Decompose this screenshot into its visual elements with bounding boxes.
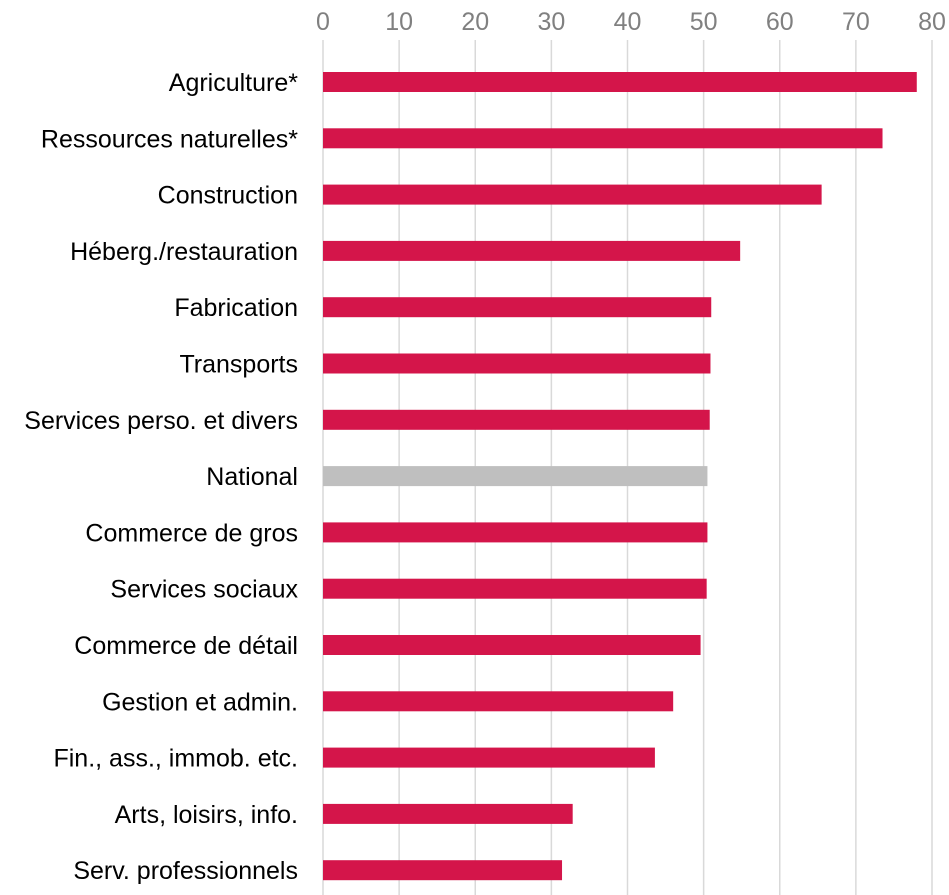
x-tick-label: 80 xyxy=(918,8,946,36)
bar-h-berg-restauration xyxy=(323,240,741,261)
bar-services-perso-et-divers xyxy=(323,409,710,430)
bar-construction xyxy=(323,184,822,205)
category-label: Construction xyxy=(158,182,298,210)
category-label: Héberg./restauration xyxy=(70,238,298,266)
category-label: Commerce de détail xyxy=(74,632,298,660)
x-tick-label: 20 xyxy=(461,8,489,36)
category-labels: Agriculture* Ressources naturelles* Constr… xyxy=(24,69,298,885)
bar-commerce-de-d-tail xyxy=(323,635,701,655)
bar-ressources-naturelles xyxy=(323,128,883,149)
bar-arts-loisirs-info xyxy=(323,803,573,824)
x-tick-label: 40 xyxy=(614,8,642,36)
category-label: Fabrication xyxy=(174,294,298,322)
bar-services-sociaux xyxy=(323,578,707,599)
x-tick-label: 50 xyxy=(690,8,718,36)
bar-gestion-et-admin xyxy=(323,691,674,712)
category-label: Serv. professionnels xyxy=(73,857,298,885)
bar-commerce-de-gros xyxy=(323,522,708,543)
category-label: Ressources naturelles* xyxy=(41,125,298,153)
category-label: Arts, loisirs, info. xyxy=(115,801,298,829)
bar-agriculture xyxy=(323,72,917,92)
bar-serv-professionnels xyxy=(323,860,563,881)
category-label: Services perso. et divers xyxy=(24,407,298,435)
category-label: Services sociaux xyxy=(110,576,298,604)
category-label: National xyxy=(206,463,298,491)
x-tick-label: 60 xyxy=(766,8,794,36)
bars xyxy=(323,72,917,881)
category-label: Transports xyxy=(179,351,298,379)
x-tick-label: 70 xyxy=(842,8,870,36)
x-axis-ticks: 0 10 20 30 40 50 60 70 80 xyxy=(316,8,946,36)
category-label: Fin., ass., immob. etc. xyxy=(53,745,298,773)
category-label: Gestion et admin. xyxy=(102,688,298,716)
bar-national xyxy=(323,466,708,487)
bar-fabrication xyxy=(323,297,712,318)
x-tick-label: 10 xyxy=(385,8,413,36)
x-tick-label: 0 xyxy=(316,8,330,36)
bar-transports xyxy=(323,353,711,374)
x-tick-label: 30 xyxy=(537,8,565,36)
category-label: Agriculture* xyxy=(169,69,298,97)
bar-fin-ass-immob-etc xyxy=(323,747,655,768)
category-label: Commerce de gros xyxy=(85,519,298,547)
